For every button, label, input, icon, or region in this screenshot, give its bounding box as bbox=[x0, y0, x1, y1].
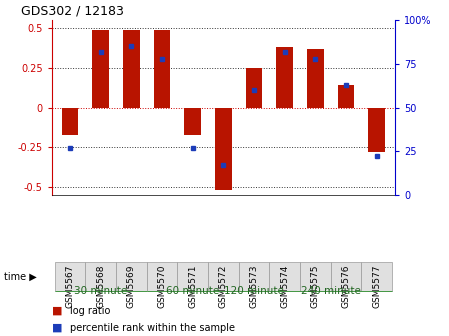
Text: GSM5572: GSM5572 bbox=[219, 264, 228, 308]
Text: 60 minute: 60 minute bbox=[166, 286, 219, 296]
Bar bbox=[276, 47, 293, 108]
Text: GSM5571: GSM5571 bbox=[188, 264, 197, 308]
Bar bbox=[116, 262, 147, 291]
Text: time ▶: time ▶ bbox=[4, 272, 37, 282]
Bar bbox=[177, 262, 208, 291]
Text: GSM5576: GSM5576 bbox=[342, 264, 351, 308]
Bar bbox=[307, 49, 324, 108]
Text: percentile rank within the sample: percentile rank within the sample bbox=[70, 323, 234, 333]
Bar bbox=[300, 262, 331, 291]
Bar bbox=[215, 108, 232, 190]
Bar bbox=[361, 262, 392, 291]
Bar bbox=[154, 30, 171, 108]
Text: ■: ■ bbox=[52, 323, 62, 333]
Bar bbox=[85, 262, 116, 291]
Text: 120 minute: 120 minute bbox=[224, 286, 284, 296]
Text: GSM5577: GSM5577 bbox=[372, 264, 381, 308]
Bar bbox=[147, 262, 177, 291]
Text: GSM5569: GSM5569 bbox=[127, 264, 136, 308]
Bar bbox=[184, 108, 201, 134]
Bar bbox=[368, 108, 385, 152]
Text: GSM5570: GSM5570 bbox=[158, 264, 167, 308]
Text: 30 minute: 30 minute bbox=[74, 286, 128, 296]
Bar bbox=[269, 262, 300, 291]
Bar bbox=[208, 262, 239, 291]
Text: log ratio: log ratio bbox=[70, 306, 110, 316]
Bar bbox=[55, 262, 85, 291]
Bar bbox=[123, 30, 140, 108]
Text: GSM5574: GSM5574 bbox=[280, 264, 289, 308]
Text: GSM5567: GSM5567 bbox=[66, 264, 75, 308]
Bar bbox=[92, 30, 109, 108]
Text: 240 minute: 240 minute bbox=[301, 286, 361, 296]
Bar bbox=[239, 262, 269, 291]
Bar bbox=[331, 262, 361, 291]
Text: GSM5568: GSM5568 bbox=[96, 264, 105, 308]
Bar bbox=[246, 68, 263, 108]
Bar bbox=[338, 85, 354, 108]
Bar bbox=[62, 108, 79, 134]
Text: ■: ■ bbox=[52, 306, 62, 316]
Text: GDS302 / 12183: GDS302 / 12183 bbox=[21, 5, 123, 17]
Text: GSM5573: GSM5573 bbox=[250, 264, 259, 308]
Text: GSM5575: GSM5575 bbox=[311, 264, 320, 308]
